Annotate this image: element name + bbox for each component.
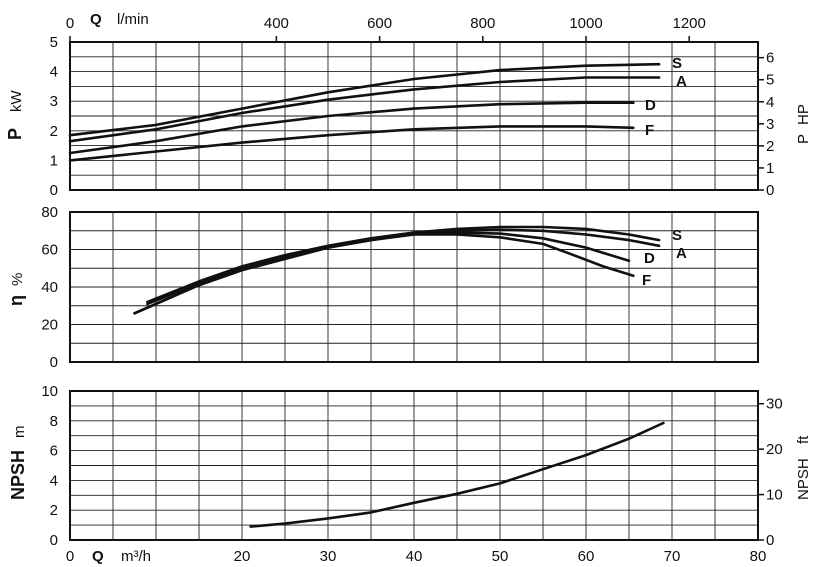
power-curve-s (68, 62, 661, 137)
power-panel-frame (69, 41, 759, 191)
y-tick-label: 8 (50, 413, 58, 430)
npsh-curve (249, 421, 665, 528)
y-tick-label: 3 (50, 93, 58, 110)
y-tick-label: 60 (41, 242, 58, 259)
y-tick-label: 0 (50, 182, 58, 199)
y-axis-label: NPSH (8, 450, 28, 500)
top-x-tick-label: 400 (264, 15, 289, 32)
y-tick-label: 2 (50, 502, 58, 519)
y-tick-label: 80 (41, 204, 58, 221)
efficiency-curve-a (146, 228, 661, 306)
top-x-tick-label: 1000 (569, 15, 602, 32)
curve-label-d: D (645, 97, 656, 114)
efficiency-panel-frame (69, 211, 759, 363)
y2-tick-label: 6 (766, 50, 774, 67)
top-x-tick-label: 800 (470, 15, 495, 32)
curve-label-s: S (672, 227, 682, 244)
x-tick-label: 0 (66, 548, 74, 565)
x-tick-label: 50 (492, 548, 509, 565)
y-axis-unit: kW (8, 90, 25, 113)
y2-tick-label: 5 (766, 72, 774, 89)
y2-axis-label: NPSH (795, 458, 812, 500)
x-tick-label: 80 (750, 548, 767, 565)
y2-tick-label: 10 (766, 487, 783, 504)
y2-axis-label: P (795, 134, 812, 144)
y-axis-unit: m (11, 426, 28, 439)
y-tick-label: 5 (50, 34, 58, 51)
x-tick-label: 30 (320, 548, 337, 565)
curve-label-f: F (642, 272, 651, 289)
y-tick-label: 0 (50, 354, 58, 371)
top-x-tick-label: 1200 (673, 15, 706, 32)
y2-tick-label: 20 (766, 441, 783, 458)
y-tick-label: 40 (41, 279, 58, 296)
efficiency-curve-d (133, 231, 631, 315)
top-x-tick-label: 0 (66, 15, 74, 32)
x-tick-label: 20 (234, 548, 251, 565)
y-tick-label: 20 (41, 317, 58, 334)
y2-tick-label: 2 (766, 138, 774, 155)
y-tick-label: 0 (50, 532, 58, 549)
x-tick-label: 70 (664, 548, 681, 565)
y-axis-label: P (5, 128, 25, 140)
y-tick-label: 4 (50, 472, 58, 489)
x-axis-unit: m³/h (121, 548, 151, 565)
power-curve-a (68, 76, 661, 143)
y-tick-label: 6 (50, 443, 58, 460)
curve-label-a: A (676, 245, 687, 262)
y-axis-label: η (6, 295, 26, 306)
x-tick-label: 60 (578, 548, 595, 565)
power-curve-f (68, 125, 635, 162)
y2-tick-label: 0 (766, 182, 774, 199)
x-axis-label: Q (92, 548, 104, 565)
efficiency-curve-f (133, 233, 635, 315)
power-curve-d (68, 101, 635, 155)
y-tick-label: 4 (50, 64, 58, 81)
y2-tick-label: 4 (766, 94, 774, 111)
y-tick-label: 10 (41, 383, 58, 400)
y2-axis-unit: ft (795, 435, 812, 444)
curves-layer (68, 62, 665, 528)
panel-frames (69, 36, 764, 541)
y2-tick-label: 1 (766, 160, 774, 177)
npsh-panel-frame (69, 390, 759, 541)
y-tick-label: 2 (50, 123, 58, 140)
y2-tick-label: 0 (766, 532, 774, 549)
curve-label-f: F (645, 122, 654, 139)
efficiency-curve-s (146, 225, 661, 304)
y2-axis-unit: HP (795, 104, 812, 125)
y-tick-label: 1 (50, 152, 58, 169)
curve-label-s: S (672, 55, 682, 72)
y2-tick-label: 30 (766, 396, 783, 413)
top-x-axis-label: Q (90, 11, 102, 28)
top-x-tick-label: 600 (367, 15, 392, 32)
y2-tick-label: 3 (766, 116, 774, 133)
curve-label-d: D (644, 250, 655, 267)
x-tick-label: 40 (406, 548, 423, 565)
y-axis-unit: % (9, 273, 26, 286)
top-x-axis-unit: l/min (117, 11, 149, 28)
curve-label-a: A (676, 73, 687, 90)
